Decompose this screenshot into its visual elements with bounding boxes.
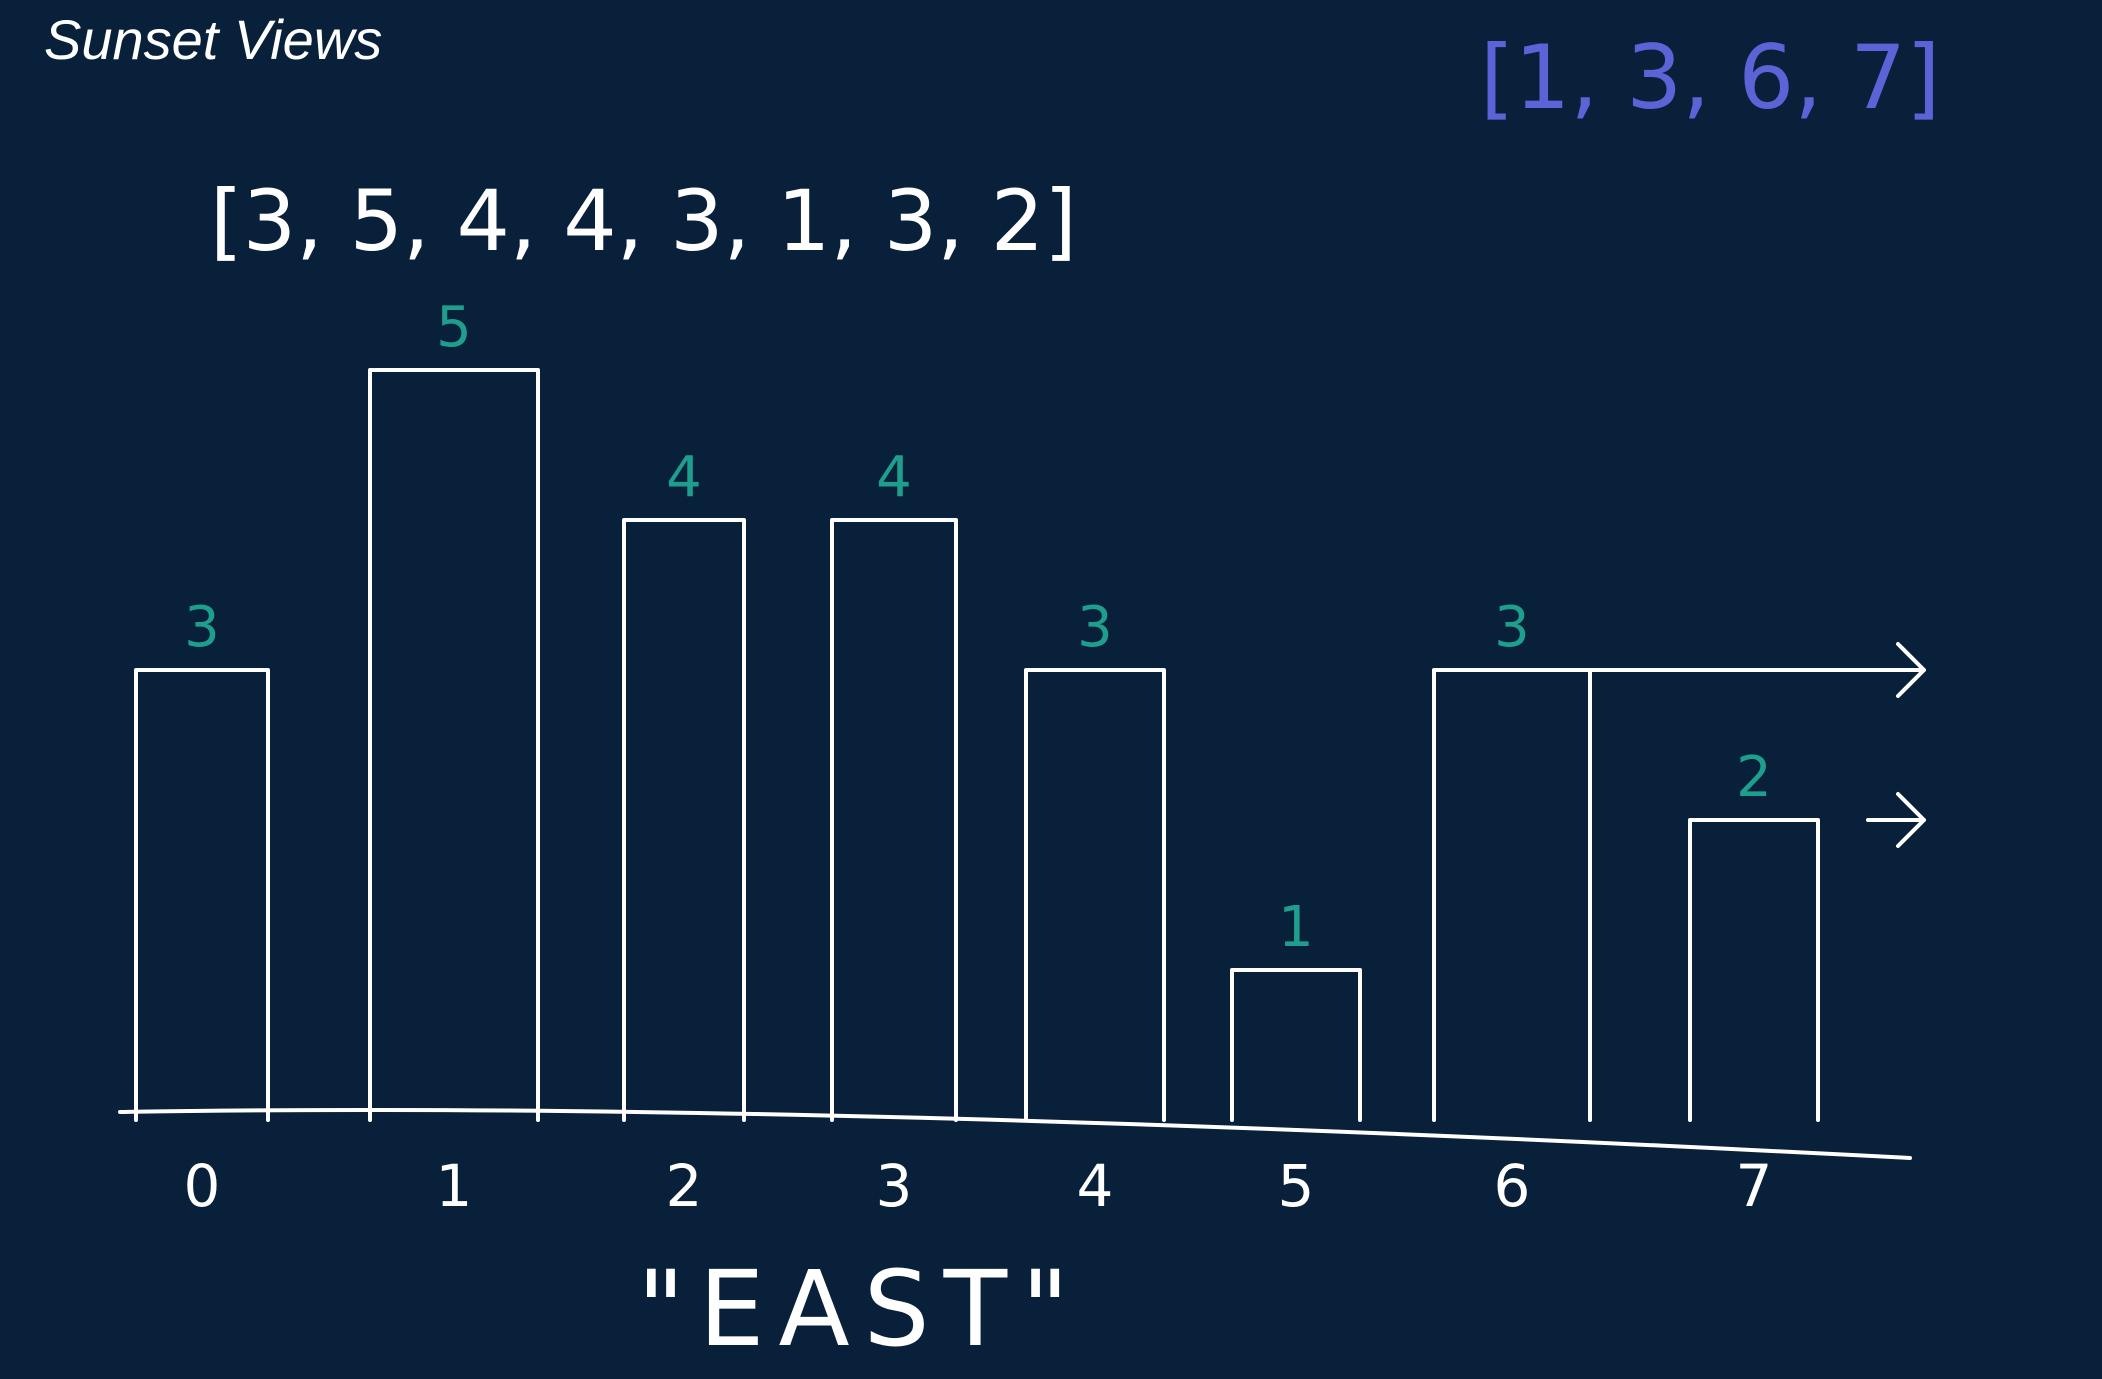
index-label: 7	[1736, 1152, 1773, 1220]
bar-index-0	[134, 668, 270, 1122]
height-label: 3	[184, 595, 220, 660]
result-array: [1, 3, 6, 7]	[1480, 26, 1940, 129]
page-title: Sunset Views	[44, 8, 383, 71]
sunset-arrows-group	[1588, 642, 1926, 848]
index-label: 2	[666, 1152, 703, 1220]
bars-group	[134, 368, 1820, 1122]
bar-index-5	[1230, 968, 1362, 1122]
index-label: 3	[876, 1152, 913, 1220]
height-label: 4	[666, 445, 702, 510]
height-labels-group: 3 5 4 4 3 1 3 2	[184, 295, 1772, 960]
index-label: 6	[1494, 1152, 1531, 1220]
height-label: 4	[876, 445, 912, 510]
index-label: 5	[1278, 1152, 1315, 1220]
index-label: 1	[436, 1152, 473, 1220]
bar-index-2	[622, 518, 746, 1122]
bar-index-6	[1432, 668, 1592, 1122]
height-label: 5	[436, 295, 472, 360]
height-label: 2	[1736, 745, 1772, 810]
index-label: 0	[184, 1152, 221, 1220]
ground-line	[118, 1107, 1912, 1160]
index-labels-group: 0 1 2 3 4 5 6 7	[184, 1152, 1773, 1220]
direction-label: "EAST"	[637, 1248, 1083, 1370]
bar-index-4	[1024, 668, 1166, 1122]
bar-index-7	[1688, 818, 1820, 1122]
height-label: 3	[1494, 595, 1530, 660]
height-label: 1	[1278, 895, 1314, 960]
bar-index-1	[368, 368, 540, 1122]
height-label: 3	[1077, 595, 1113, 660]
bar-index-3	[830, 518, 958, 1122]
index-label: 4	[1077, 1152, 1114, 1220]
sunset-arrow-6	[1588, 642, 1926, 698]
input-array: [3, 5, 4, 4, 3, 1, 3, 2]	[210, 172, 1077, 270]
sunset-arrow-7	[1866, 792, 1926, 848]
